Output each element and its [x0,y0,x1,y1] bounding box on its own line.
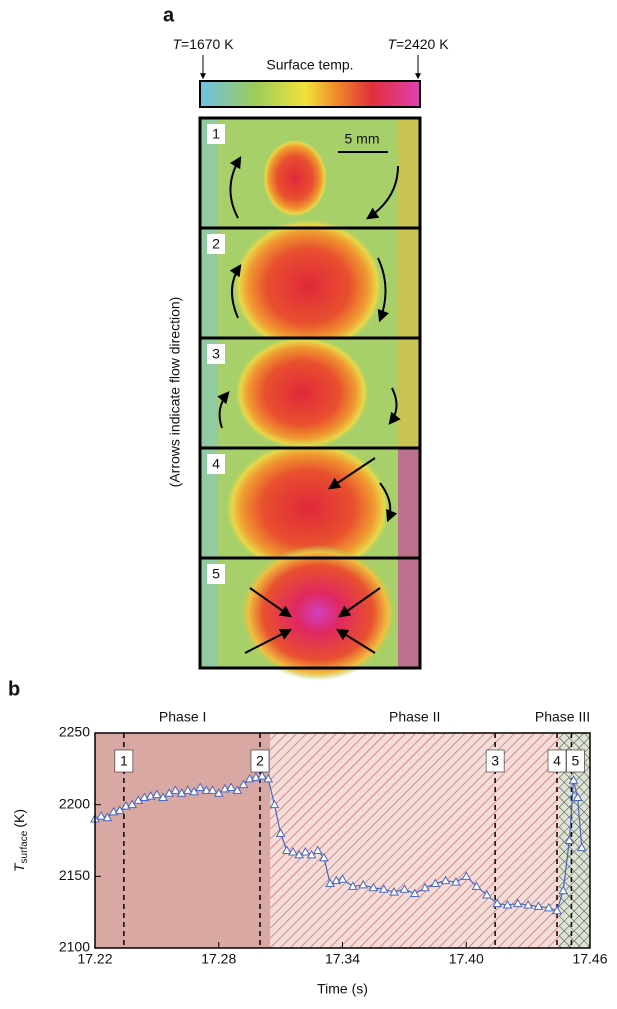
hot-spot [263,139,328,217]
x-tick-label: 17.22 [77,951,112,967]
phase-label: Phase III [535,709,590,725]
y-tick-label: 2150 [59,867,90,883]
marker-label: 2 [256,753,264,769]
marker-label: 4 [553,753,561,769]
image-frame: 3 [200,336,420,450]
x-tick-label: 17.40 [449,951,484,967]
marker-label: 1 [120,753,128,769]
edge-right [398,118,420,228]
frame-number: 4 [212,456,220,472]
figure: a T=1670 K T=2420 K Surface temp. (Arrow… [0,0,617,1004]
frame-number: 3 [212,346,220,362]
edge-right [398,558,420,668]
hot-spot [233,218,384,353]
marker-label: 5 [572,753,580,769]
phase-region [270,733,559,948]
hot-spot [234,336,369,450]
x-tick-label: 17.34 [325,951,360,967]
x-tick-label: 17.46 [572,951,607,967]
hot-spot [240,545,396,680]
colorbar [200,81,420,107]
frame-number: 5 [212,566,220,582]
y-tick-label: 2200 [59,795,90,811]
image-frame: 2 [200,218,420,353]
image-stack: 1 5 mm 2 3 4 5 [200,118,420,681]
image-frame: 5 [200,545,420,680]
edge-right [398,338,420,448]
max-label: T=2420 K [387,36,449,52]
x-tick-label: 17.28 [201,951,236,967]
panel-label: a [163,4,175,26]
x-axis-label: Time (s) [317,981,368,997]
y-tick-label: 2250 [59,724,90,740]
panel-a: a T=1670 K T=2420 K Surface temp. (Arrow… [163,4,449,680]
phase-label: Phase I [159,709,206,725]
y-axis-subscript: surface [19,830,30,863]
edge-right [398,448,420,558]
y-axis-unit: (K) [11,809,27,828]
image-frame: 1 5 mm [200,118,420,228]
side-label: (Arrows indicate flow direction) [167,297,183,488]
edge-right [398,228,420,338]
colorbar-label: Surface temp. [266,57,353,73]
frame-number: 2 [212,236,220,252]
marker-label: 3 [491,753,499,769]
y-axis-label: Tsurface(K) [11,809,30,872]
min-label: T=1670 K [172,36,234,52]
panel-label: b [8,678,20,700]
scale-bar-label: 5 mm [345,131,380,147]
frame-number: 1 [212,126,220,142]
phase-label: Phase II [389,709,440,725]
